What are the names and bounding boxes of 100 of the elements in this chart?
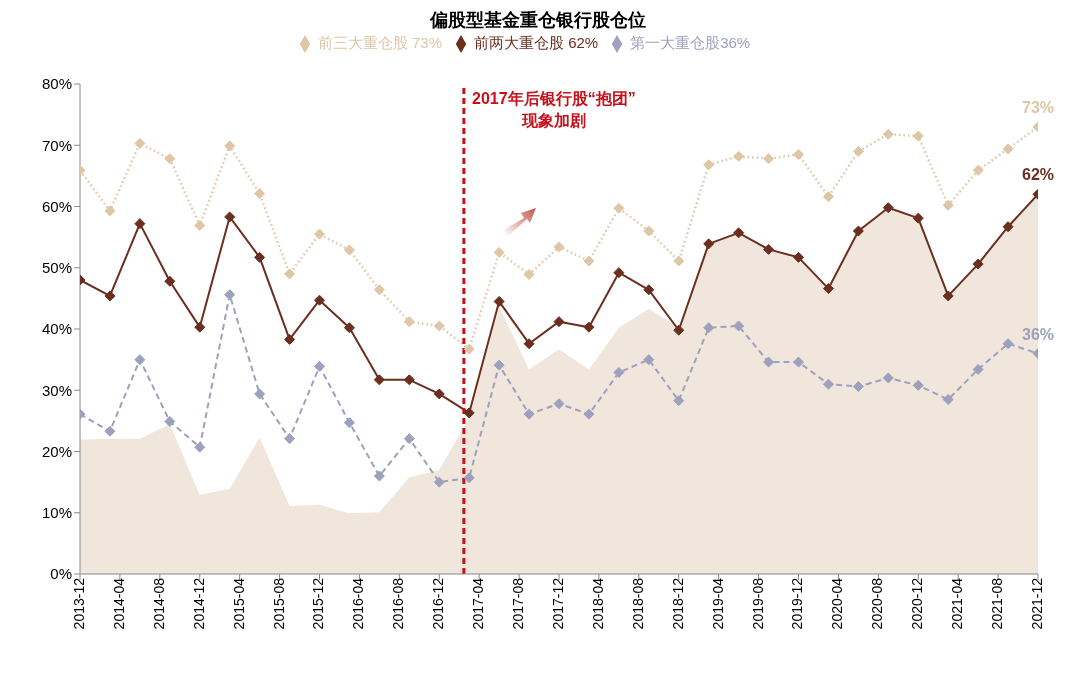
point bbox=[703, 322, 715, 334]
point bbox=[463, 343, 475, 355]
x-tick-label: 2017-08 bbox=[510, 577, 527, 630]
point bbox=[314, 228, 325, 240]
point bbox=[164, 275, 176, 287]
point bbox=[254, 388, 266, 400]
point bbox=[822, 283, 834, 295]
point bbox=[254, 188, 266, 200]
point bbox=[972, 258, 984, 270]
data-label: 36% bbox=[1021, 325, 1055, 343]
point bbox=[194, 441, 206, 453]
point bbox=[314, 294, 325, 306]
x-tick-label: 2016-04 bbox=[350, 577, 367, 630]
y-tick-label: 50% bbox=[41, 259, 72, 277]
point bbox=[852, 145, 864, 157]
point bbox=[852, 225, 864, 237]
point bbox=[822, 378, 834, 390]
point bbox=[733, 150, 745, 162]
data-label: 73% bbox=[1021, 98, 1055, 116]
x-tick-label: 2014-08 bbox=[150, 577, 167, 630]
point bbox=[164, 415, 176, 427]
point bbox=[553, 398, 565, 410]
point bbox=[523, 408, 535, 420]
point bbox=[343, 322, 355, 334]
point bbox=[733, 227, 745, 239]
x-tick-label: 2015-12 bbox=[310, 577, 327, 630]
point bbox=[433, 320, 445, 332]
point bbox=[314, 360, 325, 372]
x-tick-label: 2021-04 bbox=[949, 577, 966, 630]
x-tick-label: 2015-04 bbox=[230, 577, 247, 630]
y-tick-label: 10% bbox=[41, 504, 72, 522]
point bbox=[104, 205, 116, 217]
point bbox=[194, 321, 206, 333]
y-tick-label: 70% bbox=[41, 136, 72, 154]
point bbox=[134, 137, 146, 149]
point bbox=[763, 356, 775, 368]
x-tick-label: 2014-04 bbox=[110, 577, 127, 630]
point bbox=[583, 321, 595, 333]
point bbox=[583, 408, 595, 420]
point bbox=[284, 333, 296, 345]
x-tick-label: 2020-12 bbox=[909, 577, 926, 630]
point bbox=[643, 354, 655, 366]
point bbox=[763, 243, 775, 255]
y-tick-label: 40% bbox=[41, 320, 72, 338]
point bbox=[643, 284, 655, 296]
point bbox=[224, 211, 236, 223]
point bbox=[912, 130, 924, 142]
point bbox=[343, 417, 355, 429]
x-tick-label: 2014-12 bbox=[190, 577, 207, 630]
point bbox=[583, 255, 595, 267]
point bbox=[673, 255, 685, 267]
point bbox=[493, 359, 505, 371]
point bbox=[643, 225, 655, 237]
point bbox=[553, 316, 565, 328]
y-tick-label: 60% bbox=[41, 197, 72, 215]
point bbox=[134, 218, 146, 230]
x-tick-label: 2017-04 bbox=[470, 577, 487, 630]
y-tick-label: 30% bbox=[41, 381, 72, 399]
x-tick-label: 2013-12 bbox=[70, 577, 87, 630]
point bbox=[942, 199, 954, 211]
x-tick-label: 2016-12 bbox=[430, 577, 447, 630]
point bbox=[254, 251, 266, 263]
point bbox=[1002, 338, 1014, 350]
point bbox=[882, 372, 894, 384]
x-tick-label: 2021-08 bbox=[989, 577, 1006, 630]
point bbox=[852, 381, 864, 393]
point bbox=[613, 202, 625, 214]
point bbox=[373, 470, 385, 482]
point bbox=[463, 472, 475, 484]
x-tick-label: 2020-08 bbox=[869, 577, 886, 630]
x-tick-label: 2021-12 bbox=[1028, 577, 1045, 630]
legend-label: 前三大重仓股 73% bbox=[317, 34, 442, 51]
x-tick-label: 2018-08 bbox=[629, 577, 646, 630]
legend-label: 第一大重仓股36% bbox=[630, 34, 751, 51]
point bbox=[523, 338, 535, 350]
point bbox=[793, 148, 804, 160]
y-tick-label: 80% bbox=[41, 75, 72, 93]
x-tick-label: 2020-04 bbox=[829, 577, 846, 630]
point bbox=[493, 246, 505, 258]
point bbox=[403, 316, 415, 328]
chart-title: 偏股型基金重仓银行股仓位 bbox=[428, 9, 647, 32]
x-tick-label: 2018-12 bbox=[669, 577, 686, 630]
point bbox=[942, 290, 954, 302]
point bbox=[1002, 143, 1014, 155]
x-tick-label: 2016-08 bbox=[390, 577, 407, 630]
point bbox=[523, 268, 535, 280]
point bbox=[553, 241, 565, 253]
point bbox=[613, 366, 625, 378]
point bbox=[763, 153, 775, 165]
point bbox=[703, 238, 715, 250]
x-tick-label: 2019-04 bbox=[709, 577, 726, 630]
point bbox=[194, 219, 206, 231]
point bbox=[104, 290, 116, 302]
point bbox=[403, 433, 415, 445]
point bbox=[224, 140, 236, 152]
point bbox=[822, 191, 834, 203]
point bbox=[793, 251, 804, 263]
ref-line-label: 2017年后银行股“抱团”现象加剧 bbox=[472, 90, 636, 129]
x-tick-label: 2019-08 bbox=[749, 577, 766, 630]
point bbox=[134, 354, 146, 366]
